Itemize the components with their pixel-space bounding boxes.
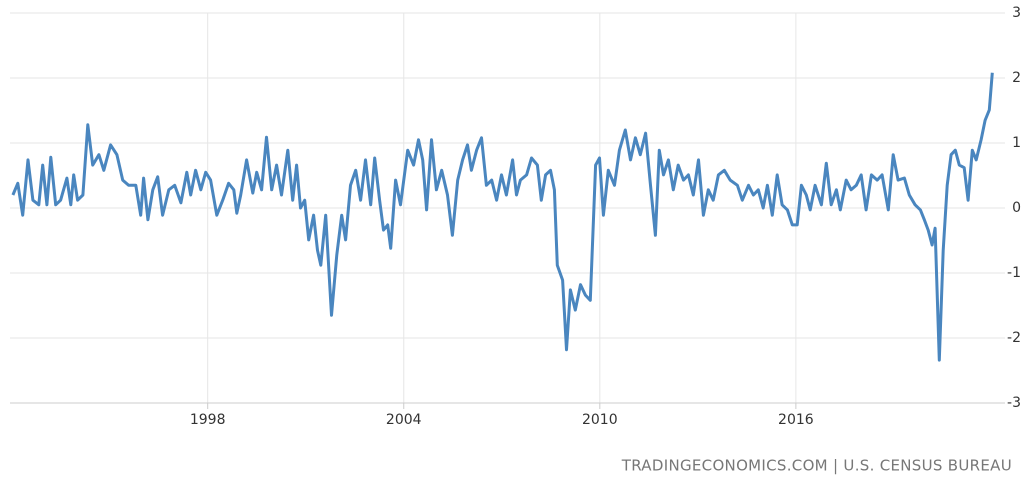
y-tick-label: 3 xyxy=(1012,5,1021,21)
y-tick-label: 2 xyxy=(1012,70,1021,86)
source: TRADINGECONOMICS.COM | U.S. CENSUS BUREA… xyxy=(621,457,1012,475)
y-tick-label: 1 xyxy=(1012,135,1021,151)
x-tick-label: 2010 xyxy=(582,412,618,428)
y-tick-label: 0 xyxy=(1012,200,1021,216)
y-tick-label: -3 xyxy=(1007,395,1021,411)
y-tick-label: -2 xyxy=(1007,330,1021,346)
y-tick-label: -1 xyxy=(1007,265,1021,281)
x-tick-label: 2004 xyxy=(386,412,422,428)
x-tick-label: 2016 xyxy=(778,412,814,428)
series-line xyxy=(11,72,994,362)
x-tick-label: 1998 xyxy=(190,412,226,428)
